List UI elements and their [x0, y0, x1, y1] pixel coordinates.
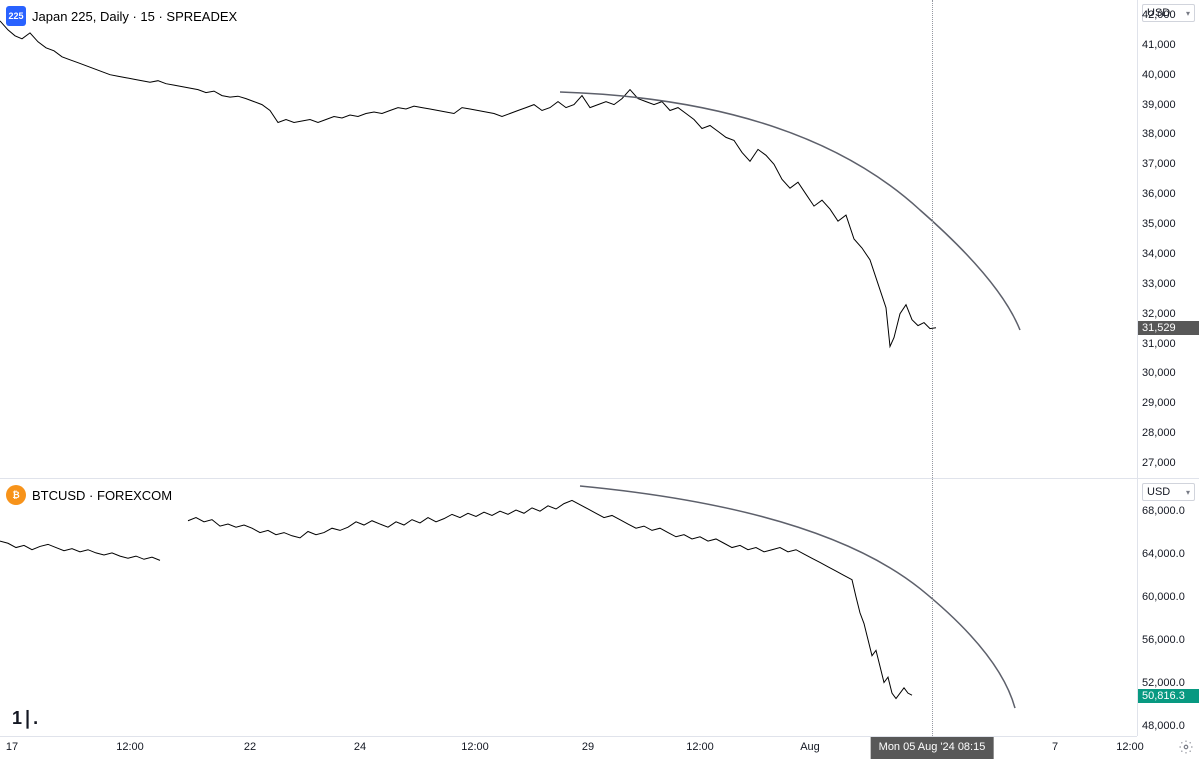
- x-axis[interactable]: Mon 05 Aug '24 08:15 17 12:00 22 24 12:00 29 1…: [0, 736, 1137, 759]
- symbol-icon-btc: ₿: [6, 485, 26, 505]
- time-marker: Mon 05 Aug '24 08:15: [871, 737, 994, 759]
- y-tick-label: 48,000.0: [1142, 720, 1185, 732]
- y-tick-label: 56,000.0: [1142, 634, 1185, 646]
- x-tick-label: 7: [1052, 741, 1058, 753]
- y-tick-label: 39,000: [1142, 99, 1176, 111]
- x-tick-label: 12:00: [1116, 741, 1144, 753]
- symbol-header-top[interactable]: 225 Japan 225, Daily · 15 · SPREADEX: [6, 6, 237, 26]
- y-tick-label: 38,000: [1142, 128, 1176, 140]
- y-tick-label: 33,000: [1142, 278, 1176, 290]
- price-line-bottom-b: [188, 500, 912, 698]
- y-tick-label: 37,000: [1142, 158, 1176, 170]
- price-marker-top: 31,529: [1138, 321, 1199, 335]
- y-tick-label: 29,000: [1142, 397, 1176, 409]
- symbol-header-bottom[interactable]: ₿ BTCUSD · FOREXCOM: [6, 485, 172, 505]
- price-marker-bottom: 50,816.3: [1138, 689, 1199, 703]
- x-tick-label: 12:00: [461, 741, 489, 753]
- y-tick-label: 40,000: [1142, 69, 1176, 81]
- chart-area-bottom[interactable]: [0, 479, 1137, 736]
- trend-arc-bottom: [580, 486, 1015, 708]
- chart-area-top[interactable]: [0, 0, 1137, 478]
- chevron-down-icon: ▾: [1186, 9, 1190, 18]
- price-line-top: [0, 21, 936, 347]
- price-line-bottom-a: [0, 541, 160, 560]
- y-tick-label: 32,000: [1142, 308, 1176, 320]
- chart-panel-top: 225 Japan 225, Daily · 15 · SPREADEX USD…: [0, 0, 1199, 478]
- y-tick-label: 30,000: [1142, 367, 1176, 379]
- x-tick-label: 22: [244, 741, 256, 753]
- y-tick-label: 35,000: [1142, 218, 1176, 230]
- symbol-title: Japan 225, Daily · 15 · SPREADEX: [32, 9, 237, 24]
- symbol-title: BTCUSD · FOREXCOM: [32, 488, 172, 503]
- x-tick-label: 29: [582, 741, 594, 753]
- crosshair-vertical: [932, 479, 933, 736]
- crosshair-vertical: [932, 0, 933, 478]
- currency-select-bottom[interactable]: USD ▾: [1142, 483, 1195, 501]
- x-tick-label: 24: [354, 741, 366, 753]
- y-tick-label: 41,000: [1142, 39, 1176, 51]
- chart-panel-bottom: ₿ BTCUSD · FOREXCOM USD ▾ 68,000.0 64,000…: [0, 478, 1199, 736]
- trend-arc-top: [560, 92, 1020, 330]
- y-tick-label: 64,000.0: [1142, 548, 1185, 560]
- y-tick-label: 68,000.0: [1142, 505, 1185, 517]
- y-tick-label: 31,000: [1142, 338, 1176, 350]
- x-tick-label: 12:00: [686, 741, 714, 753]
- y-tick-label: 52,000.0: [1142, 677, 1185, 689]
- y-axis-bottom[interactable]: USD ▾ 68,000.0 64,000.0 60,000.0 56,000.0 52…: [1137, 479, 1199, 736]
- y-tick-label: 28,000: [1142, 427, 1176, 439]
- x-tick-label: 12:00: [116, 741, 144, 753]
- y-tick-label: 36,000: [1142, 188, 1176, 200]
- tradingview-logo[interactable]: 1❘.: [12, 708, 36, 729]
- x-tick-label: Aug: [800, 741, 820, 753]
- y-tick-label: 42,000: [1142, 9, 1176, 21]
- y-tick-label: 34,000: [1142, 248, 1176, 260]
- y-tick-label: 60,000.0: [1142, 591, 1185, 603]
- x-tick-label: 17: [6, 741, 18, 753]
- y-tick-label: 27,000: [1142, 457, 1176, 469]
- settings-icon[interactable]: [1179, 740, 1193, 754]
- symbol-icon-nikkei: 225: [6, 6, 26, 26]
- chevron-down-icon: ▾: [1186, 488, 1190, 497]
- y-axis-top[interactable]: USD ▾ 42,00041,00040,00039,00038,00037,0…: [1137, 0, 1199, 478]
